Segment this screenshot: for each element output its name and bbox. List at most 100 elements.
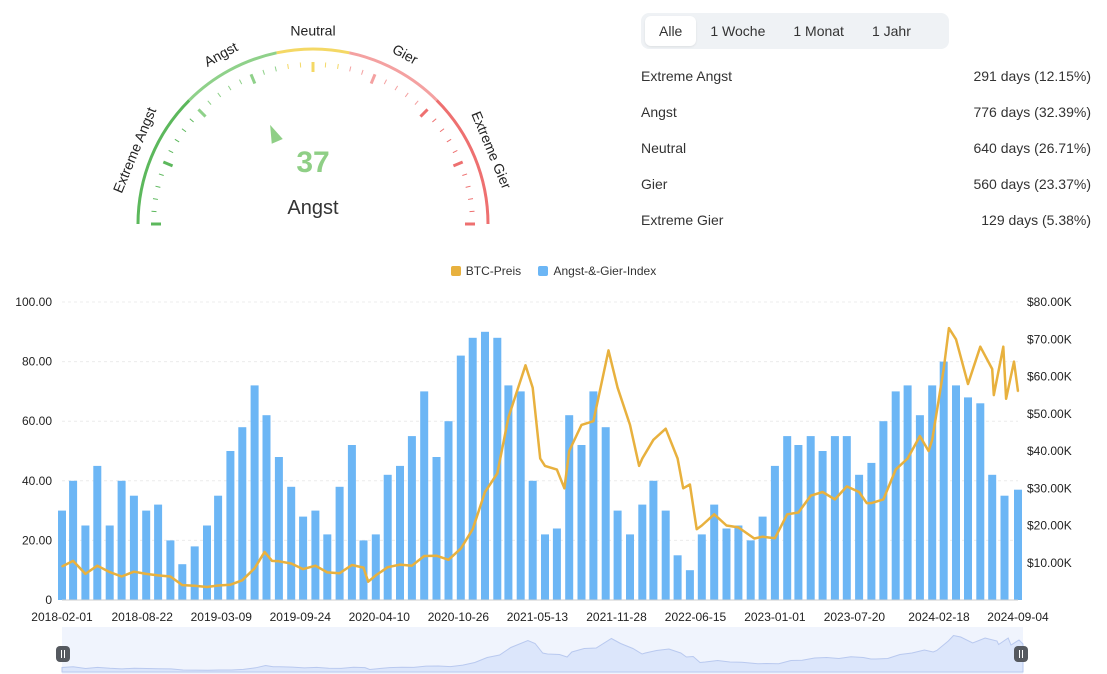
stat-label: Extreme Angst [641,68,733,84]
gauge-tick [155,185,161,188]
stat-row-extreme-greed: Extreme Gier 129 days (5.38%) [641,202,1091,238]
index-bar [117,480,126,600]
legend-item-btc-price[interactable]: BTC-Preis [450,264,521,278]
tab-1-year[interactable]: 1 Jahr [871,23,911,39]
index-bar [323,534,332,600]
index-bar [818,451,827,600]
index-bar [649,480,658,600]
index-bar [746,540,755,600]
btc-price-point [906,457,909,460]
index-bar [311,510,320,600]
gauge-arc-greed [349,51,438,102]
index-bar [299,516,308,600]
legend-swatch [538,266,549,276]
index-bar [1014,489,1022,600]
index-bar [214,495,223,600]
gauge-tick [227,85,232,91]
btc-price-point [580,424,583,426]
tab-1-week[interactable]: 1 Woche [710,23,766,39]
btc-price-point [253,567,256,570]
index-bar [129,495,138,600]
chart-legend: BTC-Preis Angst-&-Gier-Index [0,264,1107,279]
tab-1-month[interactable]: 1 Monat [793,23,844,39]
btc-price-point [979,345,982,348]
gauge-tick [152,198,159,200]
btc-price-point [399,563,401,566]
navigator-handle-right[interactable] [1014,646,1028,662]
index-bar [262,415,271,600]
index-bar [626,534,634,600]
index-bar [964,397,972,600]
index-bar [661,510,670,600]
x-tick-label: 2024-02-18 [908,610,970,624]
btc-price-point [326,571,329,574]
range-navigator[interactable] [55,627,1030,674]
gauge-label-greed: Gier [390,41,421,68]
btc-price-point [460,547,462,550]
gauge-label-extreme-fear: Extreme Angst [110,105,160,195]
stat-label: Extreme Gier [641,212,724,228]
btc-price-point [290,562,293,565]
stat-row-fear: Angst 776 days (32.39%) [641,94,1091,130]
index-bar [830,436,839,600]
btc-price-point [641,457,644,460]
index-bar [335,486,344,600]
btc-price-point [858,491,860,493]
gauge-tick [432,118,437,123]
gauge-tick [361,69,364,75]
btc-price-point [991,368,993,370]
btc-price-point [701,524,703,527]
btc-price-point [786,513,788,516]
legend-item-fear-greed-index[interactable]: Angst-&-Gier-Index [538,264,656,278]
gauge-arc-extreme-fear [136,99,191,225]
index-bar [287,486,296,600]
index-bar [347,445,356,600]
btc-price-point [193,585,196,587]
gauge-tick [439,128,445,133]
index-bar [166,540,175,600]
gauge-label-neutral: Neutral [290,23,335,39]
btc-price-point [870,502,873,504]
btc-price-point [774,537,776,539]
index-bar [915,415,924,600]
index-bar [420,391,429,600]
btc-price-point [568,450,570,452]
stat-label: Gier [641,176,668,192]
btc-price-point [271,560,273,562]
timeframe-tabs: Alle 1 Woche 1 Monat 1 Jahr [641,13,949,49]
btc-price-point [539,457,541,460]
btc-price-point [882,498,885,501]
index-bar [939,361,948,600]
index-bar [504,385,513,600]
btc-price-point [411,564,413,567]
gauge-tick [383,79,387,85]
index-bar [710,504,719,600]
index-bar [178,564,187,600]
gauge-tick [349,66,352,72]
index-bar [407,436,416,600]
btc-price-point [484,491,486,493]
navigator-area [61,634,1024,673]
index-bar [783,436,792,600]
gauge-tick [207,100,212,105]
y-left-tick-label: 0 [45,593,52,607]
gauge-tick [168,150,174,154]
btc-price-point [496,472,499,475]
index-bar [516,391,525,600]
btc-price-point [737,526,740,529]
btc-price-point [362,566,365,569]
gauge-tick [189,118,194,123]
btc-price-point [592,420,595,422]
btc-price-point [278,560,280,563]
index-bar [154,504,163,600]
index-bar [988,474,997,600]
tab-all[interactable]: Alle [645,16,697,46]
navigator-handle-left[interactable] [56,646,70,662]
index-bar [867,462,876,600]
btc-price-point [725,524,728,527]
btc-price-point [607,349,610,352]
index-bar [976,403,985,600]
btc-price-point [524,364,527,367]
btc-price-point [797,511,800,514]
btc-price-point [263,551,266,553]
